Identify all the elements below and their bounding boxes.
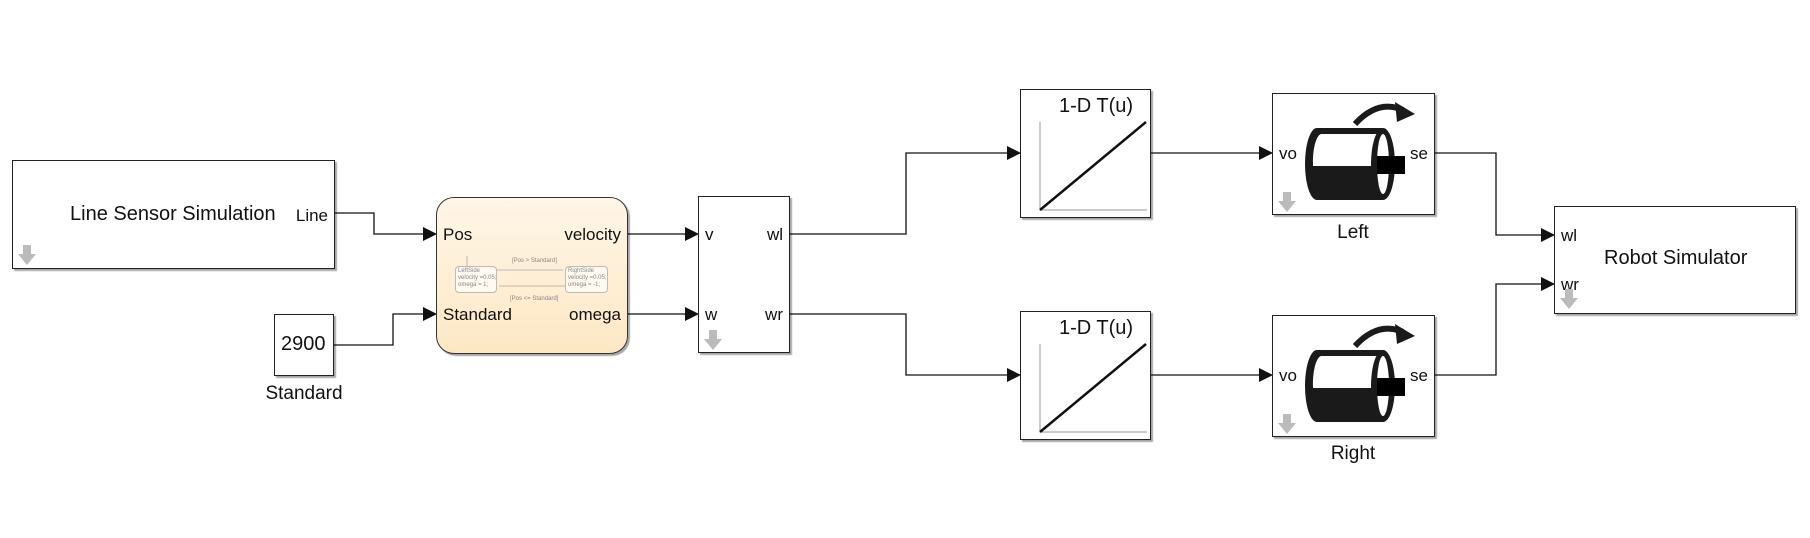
lookup-bottom-title: 1-D T(u) bbox=[1059, 317, 1134, 339]
motor-icon bbox=[1305, 102, 1415, 200]
lookup-plot-icon bbox=[1039, 343, 1147, 433]
motor-block-left[interactable]: vo se bbox=[1272, 93, 1435, 215]
wl-to-lookup-top bbox=[790, 146, 1021, 235]
motor-right-out-port: se bbox=[1410, 366, 1428, 385]
state-leftside: LeftSide velocity =0.05; omega = 1; bbox=[455, 266, 497, 293]
line-sensor-block[interactable]: Line Sensor Simulation Line bbox=[12, 160, 335, 269]
lookup-plot-icon bbox=[1039, 121, 1147, 211]
wr-to-lookup-bottom bbox=[790, 313, 1021, 382]
motor-left-caption: Left bbox=[1337, 222, 1369, 243]
down-arrow-icon bbox=[704, 330, 722, 350]
constant-value: 2900 bbox=[281, 333, 326, 355]
lookup-table-top[interactable]: 1-D T(u) bbox=[1020, 89, 1151, 218]
motor-left-out-port: se bbox=[1410, 144, 1428, 163]
motor-icon bbox=[1305, 324, 1415, 422]
converter-in-port-v: v bbox=[705, 225, 714, 244]
stateflow-chart[interactable]: Pos Standard velocity omega LeftSide vel… bbox=[436, 197, 628, 354]
motor-block-right[interactable]: vo se bbox=[1272, 315, 1435, 437]
motor-right-caption: Right bbox=[1330, 443, 1376, 464]
converter-block[interactable]: v w wl wr bbox=[698, 196, 790, 353]
line-sensor-to-pos bbox=[335, 212, 437, 241]
right-to-robot-wr bbox=[1435, 277, 1555, 376]
converter-out-port-wr: wr bbox=[765, 305, 783, 324]
chart-in-port-standard: Standard bbox=[443, 305, 512, 324]
lookup-top-title: 1-D T(u) bbox=[1059, 95, 1134, 117]
state-rightside: RightSide velocity =0.05; omega = -1; bbox=[565, 266, 608, 293]
motor-left-in-port: vo bbox=[1279, 144, 1297, 163]
transition-bottom-label: [Pos <= Standard] bbox=[510, 296, 559, 302]
transition-arrows bbox=[466, 256, 565, 287]
transition-top-label: [Pos > Standard] bbox=[512, 258, 557, 264]
robot-simulator-title: Robot Simulator bbox=[1604, 247, 1748, 269]
line-sensor-out-port: Line bbox=[295, 206, 328, 225]
down-arrow-icon bbox=[1278, 414, 1296, 434]
constant-caption: Standard bbox=[265, 383, 343, 404]
chart-out-port-velocity: velocity bbox=[564, 225, 621, 244]
lookup-table-bottom[interactable]: 1-D T(u) bbox=[1020, 311, 1151, 440]
chart-in-port-pos: Pos bbox=[443, 225, 473, 244]
left-to-robot-wl bbox=[1435, 152, 1555, 242]
constant-block[interactable]: 2900 bbox=[274, 314, 334, 376]
down-arrow-icon bbox=[1560, 289, 1578, 309]
down-arrow-icon bbox=[18, 245, 36, 265]
motor-right-in-port: vo bbox=[1279, 366, 1297, 385]
robot-simulator-block[interactable]: Robot Simulator wl wr bbox=[1554, 206, 1796, 314]
converter-out-port-wl: wl bbox=[766, 225, 783, 244]
converter-in-port-w: w bbox=[705, 305, 718, 324]
constant-to-standard bbox=[334, 307, 437, 346]
line-sensor-title: Line Sensor Simulation bbox=[70, 203, 276, 225]
chart-out-port-omega: omega bbox=[569, 305, 621, 324]
robot-in-port-wl: wl bbox=[1561, 226, 1578, 245]
down-arrow-icon bbox=[1278, 192, 1296, 212]
